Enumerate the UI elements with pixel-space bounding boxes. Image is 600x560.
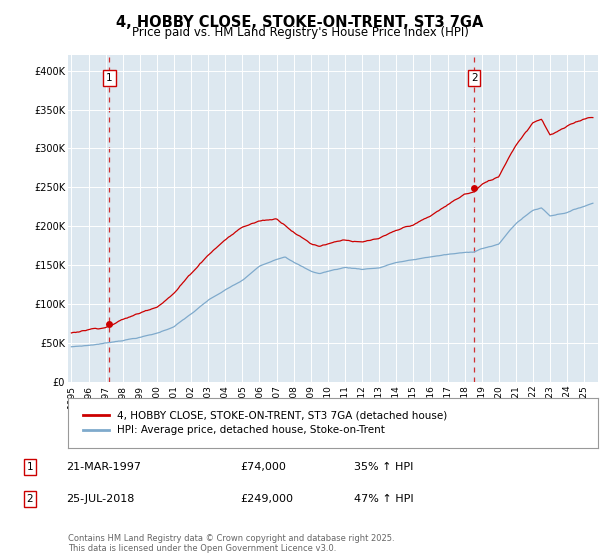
Text: 25-JUL-2018: 25-JUL-2018 [66, 494, 134, 504]
Text: 1: 1 [26, 462, 34, 472]
Text: 21-MAR-1997: 21-MAR-1997 [66, 462, 141, 472]
Text: £74,000: £74,000 [240, 462, 286, 472]
Text: £249,000: £249,000 [240, 494, 293, 504]
Text: 4, HOBBY CLOSE, STOKE-ON-TRENT, ST3 7GA: 4, HOBBY CLOSE, STOKE-ON-TRENT, ST3 7GA [116, 15, 484, 30]
Text: 47% ↑ HPI: 47% ↑ HPI [354, 494, 413, 504]
Text: Price paid vs. HM Land Registry's House Price Index (HPI): Price paid vs. HM Land Registry's House … [131, 26, 469, 39]
Text: 2: 2 [471, 73, 478, 83]
Text: Contains HM Land Registry data © Crown copyright and database right 2025.
This d: Contains HM Land Registry data © Crown c… [68, 534, 395, 553]
Legend: 4, HOBBY CLOSE, STOKE-ON-TRENT, ST3 7GA (detached house), HPI: Average price, de: 4, HOBBY CLOSE, STOKE-ON-TRENT, ST3 7GA … [79, 407, 451, 440]
Text: 35% ↑ HPI: 35% ↑ HPI [354, 462, 413, 472]
Text: 1: 1 [106, 73, 113, 83]
Text: 2: 2 [26, 494, 34, 504]
